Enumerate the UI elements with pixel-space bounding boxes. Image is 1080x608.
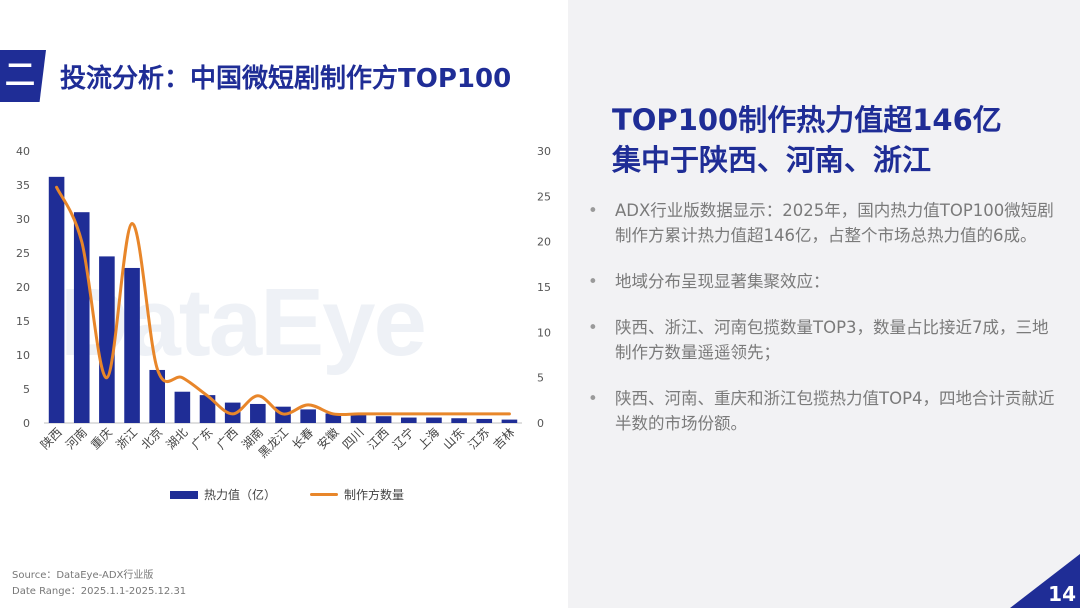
bullet-item: • 地域分布呈现显著集聚效应： <box>585 269 1063 294</box>
right-panel <box>568 0 1080 608</box>
y-right-tick-label: 20 <box>537 236 551 249</box>
x-tick-label: 重庆 <box>88 425 115 452</box>
section-number: 二 <box>5 58 35 93</box>
bar <box>48 176 65 423</box>
bar <box>199 395 216 423</box>
y-left-tick-label: 35 <box>16 179 30 192</box>
bar <box>250 403 266 423</box>
y-right-tick-label: 10 <box>537 326 551 339</box>
x-tick-label: 吉林 <box>491 425 518 452</box>
headline-line-2: 集中于陕西、河南、浙江 <box>612 143 932 177</box>
x-tick-label: 江西 <box>365 425 392 452</box>
y-left-tick-label: 0 <box>23 417 30 430</box>
bar <box>501 419 518 423</box>
x-tick-label: 湖北 <box>163 425 191 453</box>
bullet-item: • 陕西、浙江、河南包揽数量TOP3，数量占比接近7成，三地制作方数量遥遥领先； <box>585 315 1063 365</box>
x-tick-label: 陕西 <box>37 425 65 453</box>
bar <box>375 416 392 423</box>
bullet-dot: • <box>588 272 598 291</box>
bar-series <box>48 176 518 423</box>
y-left-tick-label: 40 <box>16 145 30 158</box>
bar <box>350 414 367 423</box>
bullet-text: 地域分布呈现显著集聚效应： <box>615 272 830 291</box>
source-line: Source：DataEye-ADX行业版 <box>12 570 154 581</box>
x-tick-label: 河南 <box>62 425 90 453</box>
y-right-tick-label: 25 <box>537 190 551 203</box>
legend-label-bar: 热力值（亿） <box>204 488 277 502</box>
headline: TOP100制作热力值超146亿 集中于陕西、河南、浙江 <box>612 100 1002 180</box>
x-tick-label: 广西 <box>214 425 241 452</box>
bar <box>426 417 442 423</box>
y-right-tick-label: 0 <box>537 417 544 430</box>
bar <box>451 418 467 423</box>
x-tick-label: 长春 <box>289 425 316 452</box>
bullet-dot: • <box>588 389 598 408</box>
headline-line-1: TOP100制作热力值超146亿 <box>612 103 1002 137</box>
x-tick-label: 安徽 <box>314 425 342 453</box>
date-range-line: Date Range：2025.1.1-2025.12.31 <box>12 586 187 597</box>
legend-item-line: 制作方数量 <box>310 486 404 503</box>
page-title: 投流分析：中国微短剧制作方TOP100 <box>60 64 512 94</box>
legend-swatch-line <box>310 493 339 496</box>
bar <box>149 369 166 423</box>
bar <box>124 267 140 423</box>
y-left-tick-label: 15 <box>16 315 30 328</box>
source-note: Source：DataEye-ADX行业版 Date Range：2025.1.… <box>12 568 186 600</box>
bullet-item: • 陕西、河南、重庆和浙江包揽热力值TOP4，四地合计贡献近半数的市场份额。 <box>585 386 1063 436</box>
bullet-text: 陕西、河南、重庆和浙江包揽热力值TOP4，四地合计贡献近半数的市场份额。 <box>615 389 1055 433</box>
bullet-text: 陕西、浙江、河南包揽数量TOP3，数量占比接近7成，三地制作方数量遥遥领先； <box>615 318 1049 362</box>
x-tick-label: 江苏 <box>466 425 493 452</box>
x-tick-label: 广东 <box>189 425 216 452</box>
page-number: 14 <box>1048 582 1076 606</box>
bar <box>476 418 493 423</box>
bar <box>99 256 115 423</box>
chart-legend: 热力值（亿） 制作方数量 <box>170 486 404 503</box>
x-tick-label: 上海 <box>414 425 442 453</box>
x-tick-label: 辽宁 <box>389 425 417 453</box>
legend-swatch-bar <box>170 490 198 499</box>
x-tick-label: 浙江 <box>113 425 140 452</box>
bar <box>300 409 316 423</box>
bullet-text: ADX行业版数据显示：2025年，国内热力值TOP100微短剧制作方累计热力值超… <box>615 201 1054 245</box>
legend-label-line: 制作方数量 <box>344 488 405 502</box>
y-left-axis: 0 5 10 15 20 25 30 35 40 <box>16 145 30 430</box>
y-left-tick-label: 30 <box>16 213 30 226</box>
section-badge: 二 <box>0 50 46 102</box>
x-tick-label: 北京 <box>138 425 165 452</box>
x-tick-label: 四川 <box>340 425 367 452</box>
y-left-tick-label: 25 <box>16 247 30 260</box>
y-right-tick-label: 5 <box>537 372 544 385</box>
legend-item-bar: 热力值（亿） <box>170 486 276 503</box>
y-left-tick-label: 10 <box>16 349 30 362</box>
chart: 0 5 10 15 20 25 30 35 40 0 5 10 15 20 25 30 陕西河南重庆浙江北京… <box>16 145 551 461</box>
y-right-axis: 0 5 10 15 20 25 30 <box>537 145 551 430</box>
line-series <box>55 185 511 417</box>
y-right-tick-label: 15 <box>537 281 551 294</box>
y-left-tick-label: 5 <box>23 383 30 396</box>
bullet-dot: • <box>588 318 598 337</box>
bullet-list: • ADX行业版数据显示：2025年，国内热力值TOP100微短剧制作方累计热力值… <box>585 198 1063 457</box>
x-tick-label: 山东 <box>440 425 467 452</box>
bar <box>174 391 191 423</box>
y-right-tick-label: 30 <box>537 145 551 158</box>
bullet-item: • ADX行业版数据显示：2025年，国内热力值TOP100微短剧制作方累计热力值… <box>585 198 1063 248</box>
bullet-dot: • <box>588 201 598 220</box>
bar <box>325 413 342 423</box>
bar <box>400 417 417 423</box>
y-left-tick-label: 20 <box>16 281 30 294</box>
